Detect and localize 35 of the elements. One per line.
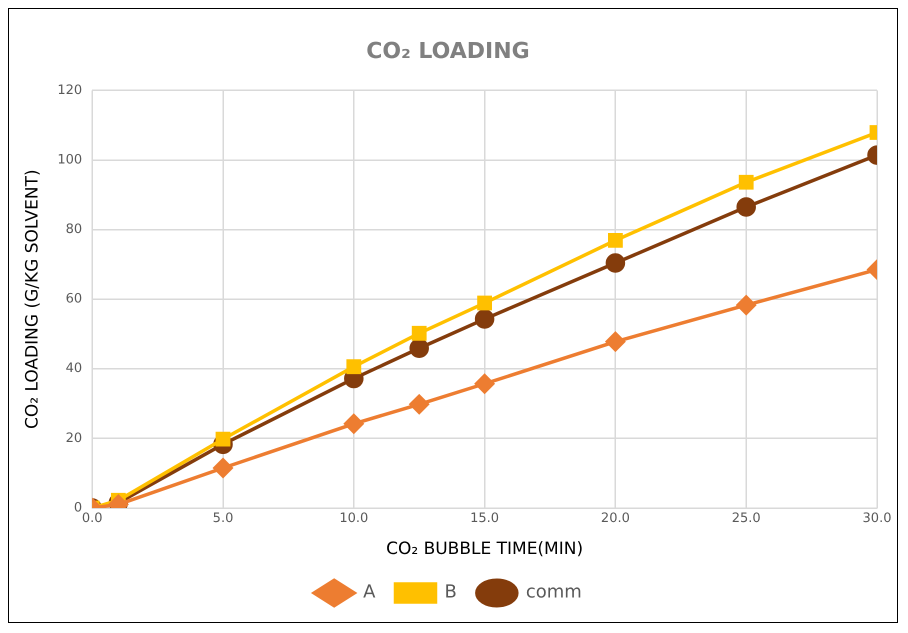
x-tick-label: 0.0: [82, 511, 103, 526]
y-tick-label: 120: [57, 82, 82, 98]
point: [477, 296, 492, 310]
y-tick-label: 60: [66, 292, 82, 307]
x-tick-label: 30.0: [862, 511, 892, 526]
point: [736, 295, 756, 315]
x-tick-label: 15.0: [470, 511, 500, 526]
x-tick-label: 25.0: [732, 511, 761, 526]
chart-title: CO₂ LOADING: [366, 38, 530, 64]
point: [606, 253, 626, 273]
point: [606, 332, 626, 352]
y-tick-label: 20: [66, 430, 82, 446]
point: [213, 458, 233, 478]
x-axis-title: CO₂ BUBBLE TIME(MIN): [386, 539, 584, 560]
legend-label: comm: [526, 582, 582, 603]
point: [736, 197, 756, 217]
point: [608, 232, 623, 248]
x-tick-label: 20.0: [600, 511, 630, 526]
legend-label: B: [444, 582, 457, 603]
point: [412, 326, 427, 341]
point: [474, 309, 494, 329]
point: [346, 359, 362, 374]
legend-label: A: [363, 582, 376, 603]
y-tick-label: 40: [66, 361, 82, 376]
point: [409, 338, 429, 358]
point: [409, 394, 429, 414]
point: [738, 174, 754, 190]
y-tick-label: 100: [57, 152, 82, 168]
point: [344, 414, 364, 434]
x-tick-label: 5.0: [212, 511, 234, 526]
y-tick-label: 0: [74, 500, 82, 516]
x-tick-label: 10.0: [339, 511, 368, 526]
y-tick-label: 80: [66, 222, 82, 237]
y-axis-title: CO₂ LOADING (G/KG SOLVENT): [22, 169, 43, 429]
point: [474, 374, 494, 394]
